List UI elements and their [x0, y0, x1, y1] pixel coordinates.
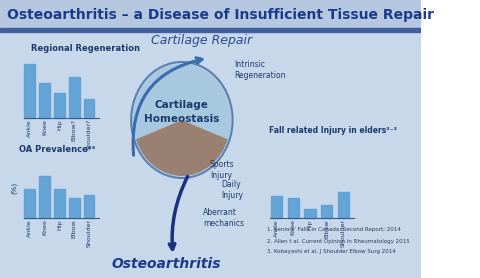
Text: Knee: Knee: [290, 219, 295, 235]
Text: Ankle: Ankle: [27, 119, 32, 136]
Ellipse shape: [131, 62, 232, 178]
Text: Cartilage Repair: Cartilage Repair: [150, 34, 251, 46]
Text: Ankle: Ankle: [27, 219, 32, 237]
Text: Shoulder: Shoulder: [86, 219, 92, 247]
Text: OA Prevalence²³: OA Prevalence²³: [19, 145, 96, 155]
Text: (%): (%): [11, 182, 17, 194]
Bar: [69, 198, 79, 218]
Bar: [320, 205, 332, 218]
Text: Elbow?: Elbow?: [72, 119, 77, 141]
Text: Hip: Hip: [57, 219, 62, 230]
Text: Cartilage
Homeostasis: Cartilage Homeostasis: [144, 100, 219, 124]
Bar: [24, 189, 35, 218]
Text: Regional Regeneration: Regional Regeneration: [31, 43, 139, 53]
Bar: [84, 195, 94, 218]
Text: Knee: Knee: [42, 119, 47, 135]
Text: Shoulder?: Shoulder?: [86, 119, 92, 150]
Bar: [337, 192, 348, 218]
Bar: [287, 198, 299, 218]
Text: Elbow: Elbow: [72, 219, 77, 238]
Text: Fall related Injury in elders²⁻³: Fall related Injury in elders²⁻³: [269, 125, 396, 135]
Text: Daily
Injury: Daily Injury: [221, 180, 243, 200]
Bar: [84, 99, 94, 118]
Text: Osteoarthritis – a Disease of Insufficient Tissue Repair: Osteoarthritis – a Disease of Insufficie…: [7, 8, 433, 22]
Bar: [39, 83, 50, 118]
Text: Aberrant
mechanics: Aberrant mechanics: [203, 208, 243, 228]
Bar: [54, 93, 65, 118]
Bar: [0, 0, 420, 28]
Bar: [24, 64, 35, 118]
Text: Intrinsic
Regeneration: Intrinsic Regeneration: [234, 60, 285, 80]
Text: Knee: Knee: [42, 219, 47, 235]
Bar: [271, 196, 282, 218]
Text: Shoulder: Shoulder: [340, 219, 345, 247]
Bar: [69, 77, 79, 118]
Text: Ankle: Ankle: [274, 219, 279, 237]
Wedge shape: [132, 64, 230, 139]
Bar: [39, 177, 50, 218]
Text: Hip: Hip: [307, 219, 312, 230]
Bar: [304, 209, 315, 218]
Text: 2. Allen t al. Current Opinion in Rheumatology 2015: 2. Allen t al. Current Opinion in Rheuma…: [266, 239, 408, 244]
Wedge shape: [135, 120, 228, 176]
Text: Elbow: Elbow: [324, 219, 328, 238]
Text: Osteoarthritis: Osteoarthritis: [111, 257, 220, 271]
Text: 1. Seniors' Falls in Canada: Second Report; 2014: 1. Seniors' Falls in Canada: Second Repo…: [266, 227, 400, 232]
Text: Hip: Hip: [57, 119, 62, 130]
Text: 3. Kobayashi et al. J Shoulder Elbow Surg 2014: 3. Kobayashi et al. J Shoulder Elbow Sur…: [266, 249, 395, 254]
Bar: [0, 28, 420, 32]
Text: Sports
Injury: Sports Injury: [209, 160, 234, 180]
Bar: [54, 189, 65, 218]
